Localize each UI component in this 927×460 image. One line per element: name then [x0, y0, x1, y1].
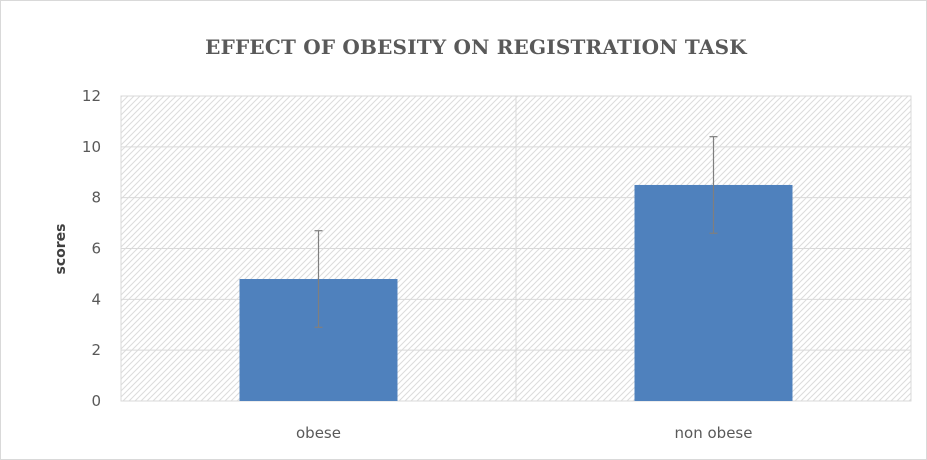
y-tick-label: 0 — [91, 392, 101, 410]
error-bar-obese — [314, 230, 323, 328]
y-tick-label: 8 — [91, 189, 101, 207]
y-tick-label: 2 — [91, 341, 101, 359]
x-category-label: non obese — [675, 424, 753, 442]
x-axis-categories: obese non obese — [296, 424, 752, 442]
y-tick-label: 4 — [91, 290, 101, 308]
x-category-label: obese — [296, 424, 341, 442]
error-bar-non-obese — [709, 136, 718, 234]
y-tick-label: 6 — [91, 240, 101, 258]
error-bars — [314, 136, 718, 328]
y-axis-ticks: 0 2 4 6 8 10 12 — [82, 87, 101, 410]
y-tick-label: 10 — [82, 138, 101, 156]
y-axis-label: scores — [53, 224, 69, 275]
chart-title: EFFECT OF OBESITY ON REGISTRATION TASK — [205, 35, 747, 59]
y-tick-label: 12 — [82, 87, 101, 105]
